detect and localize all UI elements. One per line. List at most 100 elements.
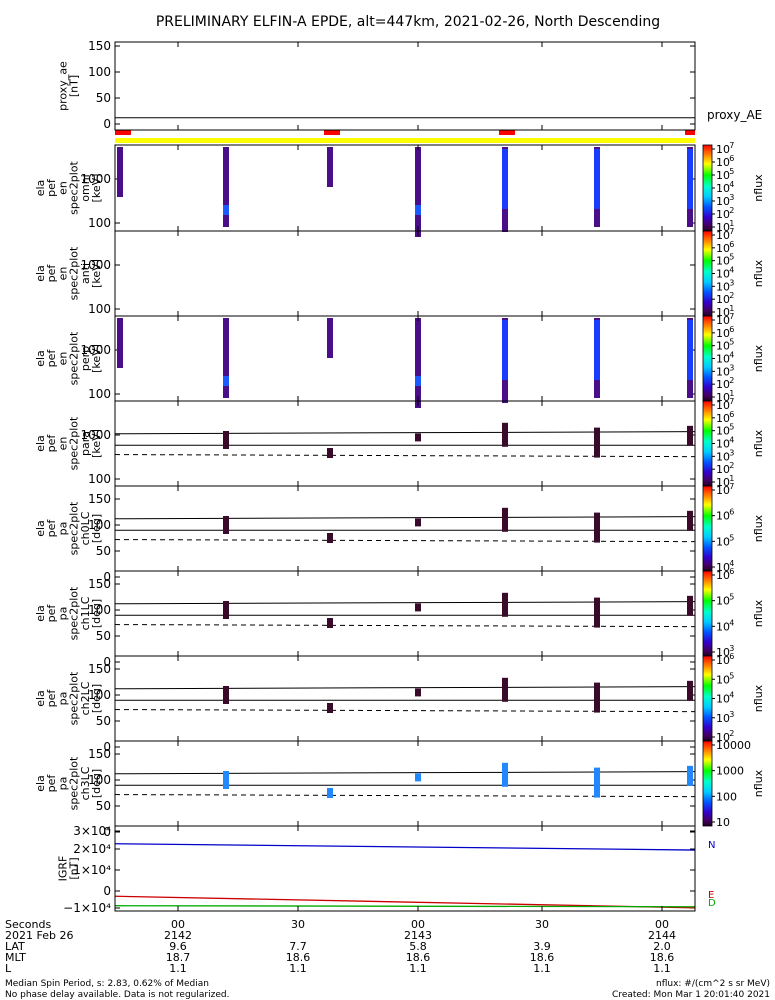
y-axis-label: [deg] — [90, 769, 103, 798]
footer-row-value: 18.7 — [166, 951, 191, 964]
colorbar-tick-label: 10 — [716, 712, 730, 725]
colorbar — [702, 400, 713, 487]
colorbar-tick-exponent: 4 — [729, 618, 734, 627]
red-bar-segment — [499, 130, 515, 135]
panel-frame — [114, 230, 696, 317]
pa-blob — [223, 516, 229, 534]
y-axis-label: pa — [56, 522, 69, 536]
plot-title: PRELIMINARY ELFIN-A EPDE, alt=447km, 202… — [156, 14, 660, 30]
colorbar-tick-label: 10 — [716, 450, 730, 463]
footer-row-value: 18.6 — [530, 951, 555, 964]
colorbar-tick-exponent: 2 — [729, 291, 734, 300]
y-tick-label: 1000 — [80, 258, 111, 272]
colorbar — [702, 740, 713, 827]
colorbar-label: nflux — [752, 344, 765, 372]
colorbar-tick-exponent: 3 — [729, 363, 734, 372]
colorbar-tick-exponent: 3 — [729, 644, 734, 653]
y-axis-label: [deg] — [90, 514, 103, 543]
pa-upper-line — [114, 516, 696, 520]
colorbar-tick-exponent: 1 — [729, 304, 734, 313]
y-axis-label: spec2plot — [68, 586, 81, 640]
colorbar-tick-exponent: 7 — [729, 482, 734, 491]
footer-row-value: 1.1 — [409, 962, 427, 975]
colorbar-tick-label: 10 — [716, 731, 730, 744]
y-axis-label: [keV] — [90, 174, 103, 203]
footer-row-value: 2.0 — [653, 940, 671, 953]
pa-blob — [594, 427, 600, 458]
igrf-line-E — [114, 895, 696, 909]
colorbar-tick-exponent: 6 — [729, 240, 734, 249]
pa-blob — [327, 618, 333, 628]
y-axis-label: pef — [45, 519, 58, 538]
pa-blob — [687, 595, 693, 616]
colorbar-tick-label: 10 — [716, 353, 730, 366]
pa-blob — [687, 765, 693, 786]
footer-row-value: 5.8 — [409, 940, 427, 953]
footer-row-value: 00 — [171, 918, 185, 931]
y-tick-label: 0 — [103, 884, 111, 898]
panel-frame — [114, 144, 696, 232]
y-axis-label: spec2plot — [68, 671, 81, 725]
colorbar-tick-label: 10 — [716, 156, 730, 169]
y-tick-label: 100 — [88, 302, 111, 316]
legend-D: D — [708, 898, 716, 909]
y-tick-label: 1×10⁴ — [73, 863, 111, 877]
panel-frame — [114, 315, 696, 402]
y-axis-label: ch3LC — [79, 766, 92, 800]
spectrogram-column — [223, 147, 229, 227]
pa-blob — [502, 592, 508, 617]
colorbar-tick-label: 10 — [716, 340, 730, 353]
colorbar — [702, 144, 713, 232]
spectrogram-column — [223, 205, 229, 215]
colorbar-tick-label: 10 — [716, 268, 730, 281]
colorbar-label: nflux — [752, 684, 765, 712]
y-axis-label: spec2plot — [68, 246, 81, 300]
colorbar-tick-label: 10 — [716, 306, 730, 319]
y-axis-label: pef — [45, 774, 58, 793]
y-axis-label: pa — [56, 607, 69, 621]
spectrogram-column — [117, 147, 123, 197]
colorbar-tick-exponent: 1 — [729, 474, 734, 483]
colorbar-tick-exponent: 2 — [729, 206, 734, 215]
colorbar-tick-exponent: 3 — [729, 710, 734, 719]
y-tick-label: −1×10⁴ — [63, 901, 111, 915]
colorbar-tick-label: 10 — [716, 620, 730, 633]
y-axis-label: ela — [34, 265, 47, 282]
y-axis-label: ela — [34, 690, 47, 707]
spectrogram-column — [687, 320, 693, 380]
y-axis-label: en — [56, 181, 69, 195]
colorbar-tick-label: 10 — [716, 365, 730, 378]
colorbar-tick-label: 10 — [716, 221, 730, 234]
pa-upper-line — [114, 431, 696, 435]
spectrogram-column — [223, 376, 229, 386]
y-axis-label: para — [79, 431, 92, 456]
colorbar — [702, 485, 713, 572]
colorbar-tick-label: 10 — [716, 816, 730, 829]
legend-N: N — [708, 840, 715, 851]
colorbar-tick-exponent: 6 — [729, 325, 734, 334]
panel-frame — [114, 740, 696, 827]
y-axis-label: [deg] — [90, 599, 103, 628]
y-axis-label: pef — [45, 689, 58, 708]
legend-E: E — [708, 890, 714, 901]
y-axis-label: spec2plot — [68, 501, 81, 555]
pa-blob — [223, 431, 229, 449]
pa-upper-line — [114, 601, 696, 605]
spectrogram-column — [415, 376, 421, 386]
pa-dashed-line — [114, 454, 696, 458]
y-axis-label: pa — [56, 777, 69, 791]
y-axis-label: anti — [79, 263, 92, 284]
y-tick-label: 100 — [88, 518, 111, 532]
y-tick-label: 50 — [96, 91, 111, 105]
colorbar-tick-label: 10 — [716, 412, 730, 425]
footer-row-value: 1.1 — [169, 962, 187, 975]
colorbar-tick-exponent: 5 — [729, 671, 734, 680]
spectrogram-column — [415, 147, 421, 237]
colorbar-tick-label: 10 — [716, 280, 730, 293]
colorbar-tick-exponent: 4 — [729, 266, 734, 275]
y-tick-label: 100 — [88, 216, 111, 230]
colorbar-tick-exponent: 4 — [729, 691, 734, 700]
colorbar-label: nflux — [752, 769, 765, 797]
